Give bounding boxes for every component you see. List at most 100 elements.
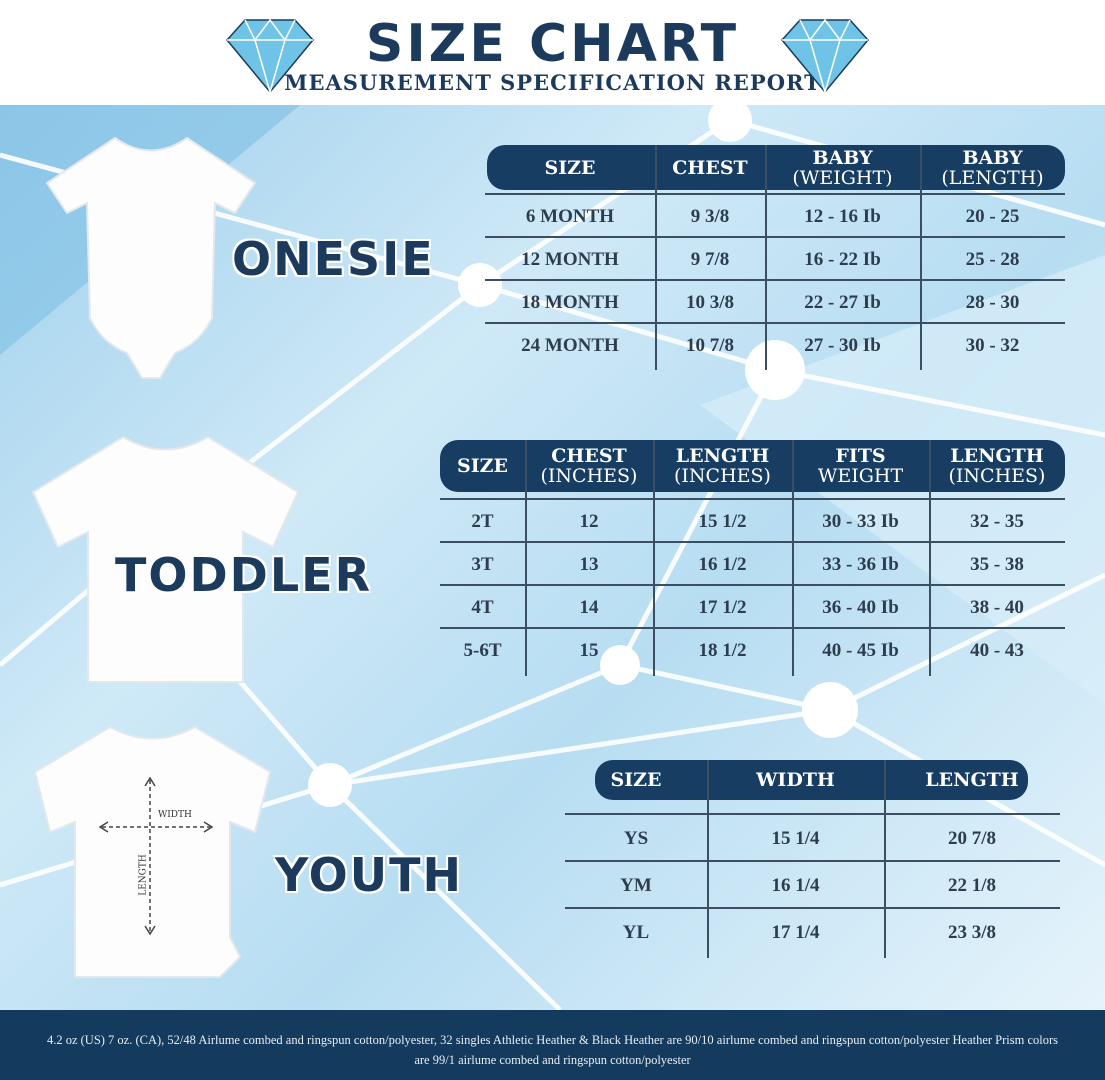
column-header: LENGTH (INCHES) xyxy=(653,440,792,492)
header-sublabel: (INCHES) xyxy=(540,465,638,487)
row-divider xyxy=(485,322,1065,324)
column-divider xyxy=(884,760,886,958)
length-label: LENGTH xyxy=(138,854,149,896)
column-header: FITS WEIGHT xyxy=(792,440,929,492)
header-sublabel: (INCHES) xyxy=(948,465,1046,487)
header-label: SIZE xyxy=(544,156,596,179)
column-header: BABY (LENGTH) xyxy=(920,145,1065,190)
table-header xyxy=(595,760,1028,800)
table-cell: 10 7/8 xyxy=(685,334,735,356)
column-header: SIZE xyxy=(565,760,707,800)
table-cell: 16 1/4 xyxy=(771,874,820,896)
column-divider xyxy=(707,760,709,958)
row-divider xyxy=(565,813,1060,815)
row-divider xyxy=(485,236,1065,238)
table-cell: 38 - 40 xyxy=(970,596,1024,618)
diamond-icon xyxy=(781,18,869,94)
section-label-onesie: ONESIE xyxy=(232,232,435,286)
column-header: LENGTH (INCHES) xyxy=(929,440,1065,492)
table-cell: 15 1/4 xyxy=(771,827,820,849)
column-header: LENGTH xyxy=(884,760,1060,800)
section-label-toddler: TODDLER xyxy=(115,548,373,602)
table-cell: 9 7/8 xyxy=(690,248,730,270)
header-label: CHEST xyxy=(551,445,627,467)
header-label: BABY xyxy=(962,146,1023,169)
header-label: SIZE xyxy=(610,769,662,791)
width-label: WIDTH xyxy=(158,810,192,820)
column-divider xyxy=(655,145,657,370)
onesie-image xyxy=(45,136,257,379)
table-cell: 16 1/2 xyxy=(698,553,747,575)
table-cell: 15 1/2 xyxy=(698,510,747,532)
table-cell: 40 - 45 Ib xyxy=(822,639,899,661)
table-cell: 28 - 30 xyxy=(965,291,1020,313)
column-divider xyxy=(920,145,922,370)
table-cell: 22 - 27 Ib xyxy=(804,291,881,313)
column-divider xyxy=(653,440,655,676)
table-cell: 23 3/8 xyxy=(947,921,997,943)
table-cell: 5-6T xyxy=(463,639,502,661)
youth-tshirt-image xyxy=(33,725,272,978)
table-cell: YL xyxy=(622,921,650,943)
table-cell: 12 - 16 Ib xyxy=(804,205,881,227)
column-header: CHEST xyxy=(655,145,765,190)
table-cell: 12 xyxy=(579,510,599,532)
column-header: WIDTH xyxy=(707,760,884,800)
header-label: LENGTH xyxy=(675,445,770,467)
header-sublabel: WEIGHT xyxy=(817,465,904,487)
table-cell: 35 - 38 xyxy=(970,553,1024,575)
table-cell: 27 - 30 Ib xyxy=(804,334,881,356)
table-cell: 3T xyxy=(471,553,494,575)
column-header: CHEST (INCHES) xyxy=(525,440,653,492)
page-subtitle: MEASUREMENT SPECIFICATION REPORT xyxy=(284,70,821,95)
column-divider xyxy=(765,145,767,370)
table-cell: 17 1/2 xyxy=(698,596,747,618)
header-sublabel: (WEIGHT) xyxy=(792,166,893,189)
table-cell: 15 xyxy=(579,639,599,661)
table-cell: 2T xyxy=(471,510,494,532)
header: SIZE CHART MEASUREMENT SPECIFICATION REP… xyxy=(0,0,1105,105)
column-header: SIZE xyxy=(440,440,525,492)
table-cell: 16 - 22 Ib xyxy=(804,248,881,270)
header-label: LENGTH xyxy=(925,769,1019,791)
row-divider xyxy=(440,541,1065,543)
column-header: BABY (WEIGHT) xyxy=(765,145,920,190)
table-cell: 18 MONTH xyxy=(521,291,619,313)
toddler-tshirt-image xyxy=(31,435,300,683)
header-label: CHEST xyxy=(672,156,748,179)
row-divider xyxy=(440,498,1065,500)
table-cell: 33 - 36 Ib xyxy=(822,553,899,575)
section-label-youth: YOUTH xyxy=(275,848,464,902)
table-cell: 25 - 28 xyxy=(965,248,1020,270)
table-cell: YS xyxy=(623,827,649,849)
table-cell: 9 3/8 xyxy=(690,205,730,227)
header-sublabel: (LENGTH) xyxy=(941,166,1044,189)
row-divider xyxy=(565,860,1060,862)
header-label: BABY xyxy=(812,146,873,169)
table-cell: 18 1/2 xyxy=(698,639,747,661)
table-cell: 24 MONTH xyxy=(521,334,619,356)
table-cell: 22 1/8 xyxy=(947,874,997,896)
row-divider xyxy=(485,193,1065,195)
column-header: SIZE xyxy=(485,145,655,190)
column-divider xyxy=(929,440,931,676)
table-cell: 20 7/8 xyxy=(947,827,997,849)
header-label: WIDTH xyxy=(756,769,835,791)
row-divider xyxy=(565,907,1060,909)
diamond-icon xyxy=(226,18,314,94)
table-cell: 4T xyxy=(471,596,494,618)
row-divider xyxy=(440,584,1065,586)
page-title: SIZE CHART xyxy=(365,14,740,74)
table-cell: 13 xyxy=(579,553,599,575)
header-label: FITS xyxy=(835,445,886,467)
table-cell: 32 - 35 xyxy=(970,510,1024,532)
table-cell: 6 MONTH xyxy=(525,205,615,227)
table-cell: 36 - 40 Ib xyxy=(822,596,899,618)
column-divider xyxy=(525,440,527,676)
table-cell: YM xyxy=(620,874,652,896)
table-cell: 14 xyxy=(579,596,599,618)
table-cell: 40 - 43 xyxy=(970,639,1024,661)
row-divider xyxy=(485,279,1065,281)
header-label: LENGTH xyxy=(950,445,1044,467)
table-header xyxy=(487,145,1065,190)
